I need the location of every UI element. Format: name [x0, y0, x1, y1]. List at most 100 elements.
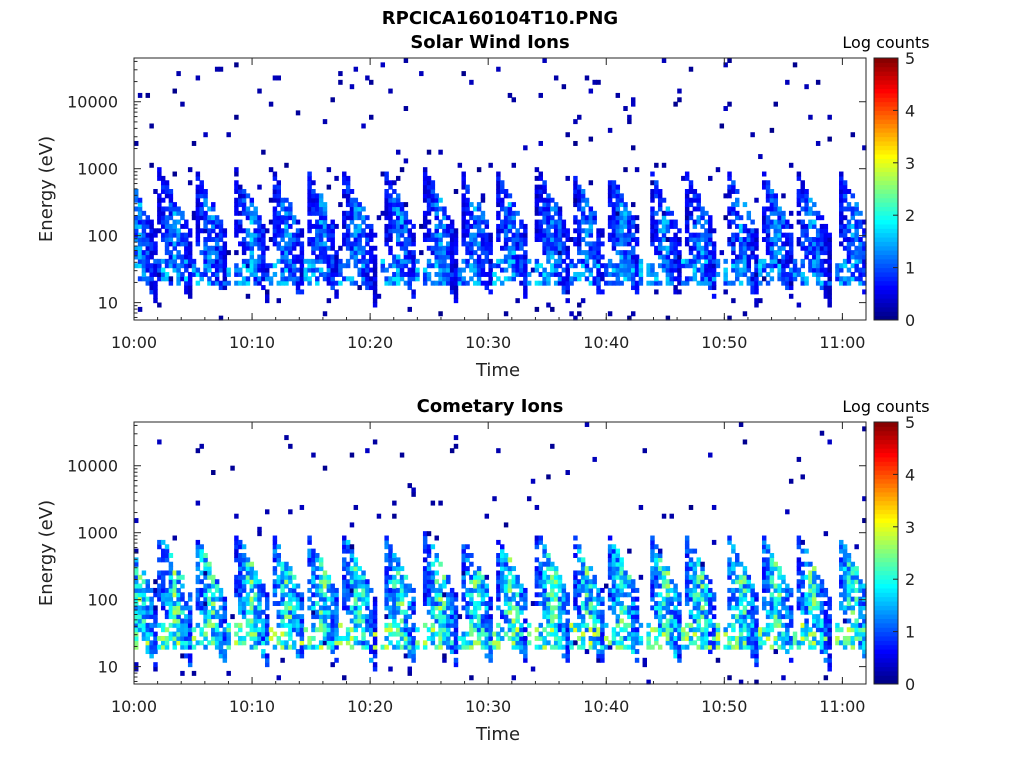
heatmap-cell	[696, 254, 701, 260]
heatmap-cell	[176, 587, 181, 593]
heatmap-cell	[704, 601, 709, 606]
heatmap-cell	[534, 566, 540, 572]
heatmap-cell	[577, 202, 582, 208]
heatmap-cell	[711, 254, 717, 260]
heatmap-cell	[257, 184, 262, 190]
heatmap-cell	[357, 579, 362, 585]
heatmap-cell	[257, 526, 262, 532]
heatmap-cell	[769, 219, 775, 225]
heatmap-cell	[160, 276, 166, 282]
heatmap-cell	[804, 210, 809, 216]
heatmap-cell	[469, 267, 474, 273]
heatmap-cell	[650, 223, 655, 229]
heatmap-cell	[735, 232, 740, 238]
heatmap-cell	[318, 197, 324, 203]
heatmap-cell	[442, 254, 447, 260]
heatmap-cell	[503, 210, 509, 216]
heatmap-cell	[534, 210, 540, 216]
heatmap-cell	[677, 631, 682, 637]
heatmap-cell	[788, 237, 794, 242]
heatmap-cell	[434, 258, 439, 264]
heatmap-cell	[149, 228, 154, 234]
heatmap-cell	[503, 258, 509, 264]
heatmap-cell	[769, 267, 775, 273]
heatmap-cell	[330, 285, 335, 291]
heatmap-cell	[234, 206, 239, 212]
heatmap-cell	[280, 219, 285, 225]
heatmap-cell	[800, 219, 805, 225]
heatmap-cell	[430, 500, 436, 506]
heatmap-cell	[261, 649, 266, 655]
heatmap-cell	[449, 271, 455, 277]
heatmap-cell	[711, 263, 717, 269]
heatmap-cell	[673, 250, 678, 256]
heatmap-cell	[172, 640, 177, 646]
heatmap-cell	[827, 237, 832, 242]
heatmap-cell	[727, 574, 732, 580]
heatmap-cell	[650, 271, 655, 277]
heatmap-cell	[526, 622, 532, 628]
heatmap-cell	[345, 596, 351, 602]
heatmap-cell	[669, 237, 674, 242]
heatmap-cell	[426, 263, 432, 269]
heatmap-cell	[149, 614, 154, 620]
heatmap-cell	[827, 271, 832, 277]
heatmap-cell	[134, 566, 139, 572]
heatmap-cell	[284, 592, 289, 598]
heatmap-cell	[519, 267, 524, 273]
heatmap-cell	[342, 601, 347, 606]
heatmap-cell	[184, 280, 189, 286]
heatmap-cell	[854, 223, 859, 229]
heatmap-cell	[280, 579, 285, 585]
heatmap-cell	[738, 223, 744, 229]
heatmap-cell	[496, 184, 501, 190]
heatmap-cell	[677, 653, 682, 659]
heatmap-cell	[342, 675, 347, 681]
heatmap-cell	[422, 210, 428, 216]
heatmap-cell	[403, 245, 409, 251]
heatmap-cell	[241, 280, 247, 286]
heatmap-cell	[249, 232, 255, 238]
heatmap-cell	[669, 627, 674, 633]
heatmap-cell	[461, 596, 466, 602]
heatmap-cell	[738, 267, 744, 273]
heatmap-cell	[711, 241, 717, 247]
heatmap-cell	[184, 622, 189, 628]
heatmap-cell	[503, 557, 509, 563]
heatmap-cell	[630, 254, 636, 260]
heatmap-cell	[696, 592, 701, 598]
heatmap-cell	[284, 250, 289, 256]
heatmap-cell	[500, 180, 505, 186]
heatmap-cell	[434, 553, 439, 558]
colorbar-segment	[874, 210, 898, 216]
heatmap-cell	[369, 254, 374, 260]
heatmap-cell	[407, 587, 412, 593]
heatmap-cell	[627, 635, 632, 641]
heatmap-cell	[500, 544, 505, 550]
heatmap-cell	[819, 271, 825, 277]
heatmap-cell	[164, 557, 170, 563]
heatmap-cell	[311, 263, 316, 269]
heatmap-cell	[561, 605, 567, 611]
heatmap-cell	[342, 180, 347, 186]
heatmap-cell	[634, 640, 640, 646]
heatmap-cell	[261, 635, 266, 641]
heatmap-cell	[195, 193, 201, 199]
heatmap-cell	[534, 535, 540, 541]
heatmap-cell	[388, 184, 393, 190]
heatmap-cell	[164, 184, 170, 190]
heatmap-cell	[511, 271, 517, 277]
heatmap-cell	[434, 592, 439, 598]
heatmap-cell	[168, 570, 174, 576]
heatmap-cell	[137, 197, 143, 203]
heatmap-cell	[684, 175, 690, 181]
heatmap-cell	[160, 267, 166, 273]
heatmap-cell	[850, 193, 856, 199]
heatmap-cell	[446, 579, 451, 585]
heatmap-cell	[634, 228, 640, 234]
heatmap-cell	[164, 544, 170, 550]
heatmap-cell	[264, 293, 270, 299]
heatmap-cell	[349, 583, 355, 589]
heatmap-cell	[222, 627, 228, 633]
heatmap-cell	[315, 219, 320, 225]
